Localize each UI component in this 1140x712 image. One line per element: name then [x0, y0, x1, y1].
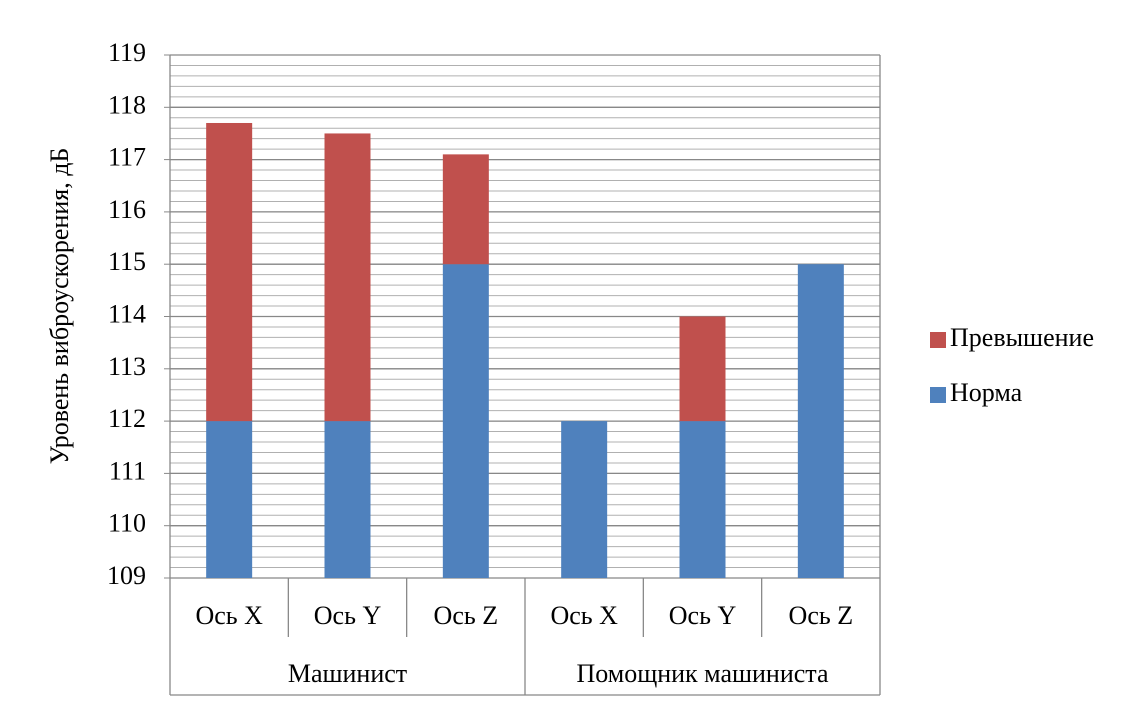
y-tick-label: 109 [107, 561, 146, 590]
x-tick-label: Ось Z [434, 601, 499, 630]
bar-segment [324, 421, 371, 578]
bar-segment [206, 122, 253, 422]
y-axis-label: Уровень виброускорения, дБ [45, 148, 74, 465]
y-tick-label: 119 [108, 38, 146, 67]
y-tick-label: 113 [108, 352, 146, 381]
y-tick-label: 114 [108, 299, 146, 328]
bar-segment [324, 133, 371, 422]
y-tick-label: 110 [108, 509, 146, 538]
bar-segment [679, 316, 726, 422]
legend-label: Превышение [950, 323, 1094, 352]
legend-swatch [930, 387, 946, 403]
bar-segment [561, 421, 608, 578]
y-tick-label: 116 [108, 195, 146, 224]
bar-segment [797, 264, 844, 578]
y-tick-label: 118 [108, 90, 146, 119]
x-tick-label: Ось Z [789, 601, 854, 630]
y-tick-label: 111 [109, 456, 146, 485]
group-label: Помощник машиниста [576, 659, 829, 688]
x-tick-label: Ось Y [669, 601, 737, 630]
bar-segment [442, 154, 489, 265]
y-tick-label: 117 [108, 143, 146, 172]
x-tick-label: Ось Y [314, 601, 382, 630]
legend-label: Норма [950, 378, 1023, 407]
x-tick-label: Ось X [195, 601, 263, 630]
bar-segment [442, 264, 489, 578]
y-tick-label: 115 [108, 247, 146, 276]
legend-swatch [930, 332, 946, 348]
bar-segment [206, 421, 253, 578]
y-tick-label: 112 [108, 404, 146, 433]
x-tick-label: Ось X [550, 601, 618, 630]
group-label: Машинист [288, 659, 407, 688]
bar-segment [679, 421, 726, 578]
